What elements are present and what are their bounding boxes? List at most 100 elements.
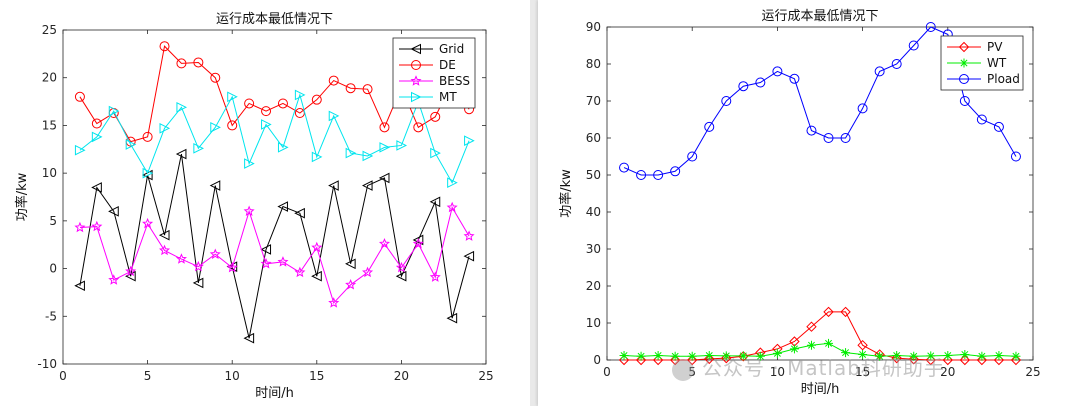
data-point-mt [396,140,408,151]
data-point-pv [635,354,647,366]
data-point-wt [738,351,748,361]
wechat-icon [672,358,694,381]
data-point-grid [429,196,441,208]
data-point-de [244,98,255,109]
y-tick-label: 80 [586,57,601,71]
y-tick-label: 40 [586,205,601,219]
data-point-grid [361,180,373,191]
data-point-mt [379,142,391,153]
data-point-grid [91,182,102,193]
legend-label-mt: MT [439,90,457,104]
data-point-pload [738,81,749,92]
data-point-wt [653,351,663,361]
legend-label-wt: WT [987,56,1007,70]
legend-marker-pload [959,74,969,84]
chart-title: 运行成本最低情况下 [216,12,333,27]
y-tick-label: 15 [42,118,57,132]
x-tick-label: 25 [478,369,493,383]
data-point-bess [108,274,120,285]
data-point-wt [909,351,919,361]
data-point-grid [463,250,475,262]
data-point-de [311,94,322,105]
x-tick-label: 15 [309,369,324,383]
data-point-mt [430,147,441,159]
y-axis-label: 功率/kw [558,169,574,218]
data-point-pload [1010,151,1021,162]
data-point-mt [261,119,272,130]
x-tick-label: 5 [688,365,696,379]
data-point-de [362,84,373,95]
data-point-mt [108,105,120,117]
data-point-de [345,83,356,94]
data-point-mt [74,144,86,156]
data-point-de [261,106,272,117]
x-tick-label: 0 [59,369,67,383]
data-point-bess [395,261,407,273]
data-point-bess [345,278,357,290]
data-point-mt [464,135,475,147]
legend-marker-de [411,60,421,70]
data-point-bess [226,261,238,273]
data-point-de [210,72,221,83]
data-point-grid [277,201,288,212]
data-point-grid [260,244,272,255]
data-point-wt [721,351,731,361]
legend-marker-pv [958,41,970,53]
data-point-mt [311,151,323,163]
legend-box [392,37,476,109]
data-point-mt [193,143,204,154]
data-point-bess [125,265,137,277]
data-point-mt [345,147,357,159]
data-point-pload [976,114,987,125]
data-point-pv [721,352,732,364]
data-point-wt [994,351,1004,361]
data-point-de [176,58,187,69]
data-point-pv [959,354,971,366]
y-tick-label: -5 [45,309,57,323]
y-axis-label: 功率/kw [14,172,30,221]
data-point-wt [926,351,936,361]
data-point-pv [908,354,919,365]
series-line-bess [79,206,470,304]
x-axis-label: 时间/h [255,386,294,401]
legend-marker-bess [410,75,422,86]
x-tick-label: 15 [855,365,870,379]
data-point-pv [976,354,988,366]
data-point-pload [619,162,630,173]
right-figure-window: 运行成本最低情况下 0 5 10 15 20 25 0 10 20 30 40 50 60 70 80 90 时间… [538,0,1080,406]
data-point-grid [446,312,458,324]
legend: PV WT Pload [940,35,1024,91]
data-point-pload [959,96,970,106]
data-point-mt [277,142,289,153]
data-point-pload [874,66,885,77]
series-line-pv [624,311,1016,361]
y-tick-label: 90 [586,20,601,34]
data-point-wt [943,351,953,361]
data-point-wt [704,351,714,361]
data-point-wt [892,351,902,361]
legend-label-bess: BESS [439,74,470,88]
y-tick-label: 30 [586,242,601,256]
data-point-wt [977,351,987,361]
y-tick-label: 0 [593,353,601,367]
data-point-wt [670,351,680,361]
x-tick-label: 25 [1025,365,1040,379]
data-point-wt [636,351,646,361]
data-point-bess [378,237,390,249]
legend-marker-wt [959,58,969,68]
data-point-pload [891,59,902,69]
data-point-bess [446,201,458,213]
data-point-pload [806,125,817,136]
data-point-pload [908,40,919,51]
data-point-bess [412,237,424,249]
series-bess [74,201,475,308]
data-point-grid [175,148,187,160]
data-point-de [413,122,424,133]
data-point-grid [209,180,221,191]
y-tick-label: 10 [586,316,601,330]
x-tick-label: 20 [940,365,955,379]
data-point-grid [294,207,305,219]
data-point-mt [159,122,171,134]
data-point-mt [142,167,154,179]
data-point-de [277,98,288,109]
